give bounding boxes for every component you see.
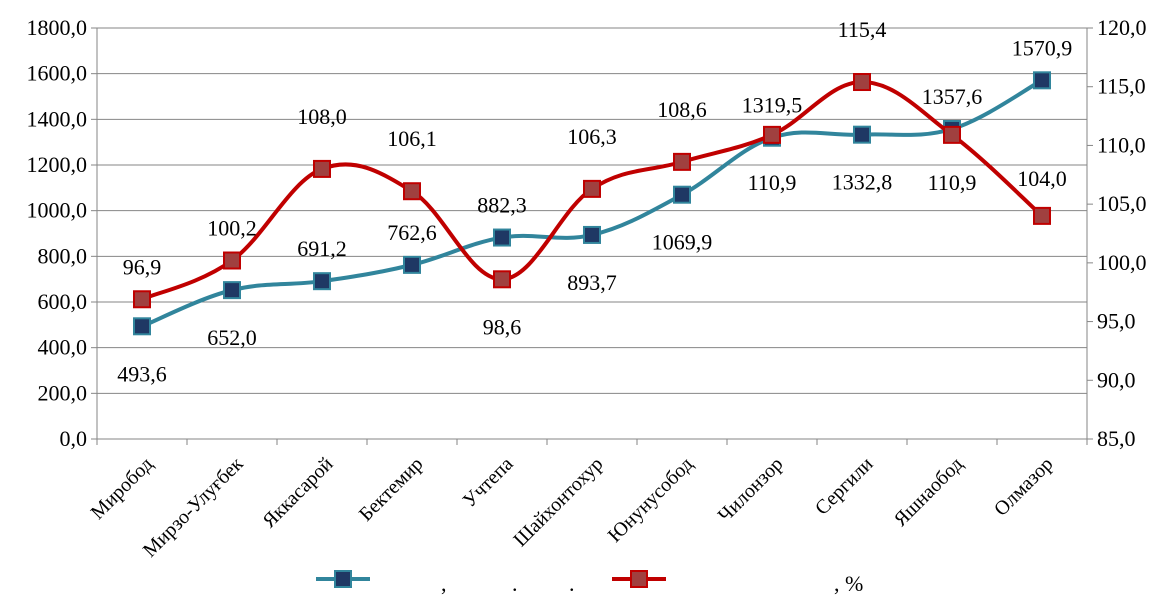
legend-text: , %: [834, 571, 863, 596]
data-labels: 493,6 652,0 691,2 762,6 882,3 893,7 1069,9 1319…: [117, 17, 1072, 386]
legend-text: .: [512, 571, 518, 596]
right-tick-label: 95,0: [1097, 309, 1136, 334]
legend: ,.. , %: [316, 570, 863, 596]
series-2-data-label: 110,9: [928, 170, 977, 195]
axes: [91, 27, 1093, 445]
series-2-point: [943, 125, 961, 144]
series-1-data-label: 1069,9: [652, 230, 713, 255]
series-1-point: [313, 272, 331, 291]
series-1-point: [133, 317, 151, 336]
series-2-point: [853, 73, 871, 92]
category-label: Олмазор: [990, 453, 1058, 521]
category-label: Яшнаобод: [890, 453, 968, 531]
series-2-point: [1033, 206, 1051, 225]
series-2-point: [583, 179, 601, 198]
series-2-data-label: 100,2: [207, 216, 257, 241]
left-tick-label: 0,0: [60, 426, 88, 451]
left-tick-label: 200,0: [38, 380, 88, 405]
category-label: Миробод: [87, 453, 158, 524]
left-tick-label: 1400,0: [27, 106, 88, 131]
legend-marker-series-2: [630, 570, 648, 588]
series-1-data-label: 1570,9: [1012, 35, 1073, 60]
left-tick-label: 1000,0: [27, 198, 88, 223]
series-1-data-label: 893,7: [567, 270, 617, 295]
right-tick-label: 90,0: [1097, 367, 1136, 392]
right-tick-label: 120,0: [1097, 15, 1147, 40]
category-label: Учтепа: [459, 453, 518, 512]
series-2-point: [313, 159, 331, 178]
series-2-point: [493, 270, 511, 289]
series-2-point: [133, 290, 151, 309]
series-2-point: [673, 152, 691, 171]
left-tick-label: 800,0: [38, 243, 88, 268]
gridlines: [97, 27, 1087, 440]
legend-marker-series-1: [334, 570, 352, 588]
series-1-data-label: 882,3: [477, 193, 527, 218]
right-tick-label: 100,0: [1097, 250, 1147, 275]
left-tick-label: 400,0: [38, 335, 88, 360]
series-1-point: [1033, 71, 1051, 90]
category-label: Юнунусобод: [604, 453, 698, 547]
right-axis-ticks: 85,0 90,0 95,0 100,0 105,0 110,0 115,0 120,0: [1097, 15, 1147, 451]
category-label: Шайхонтохур: [509, 453, 607, 551]
left-tick-label: 1600,0: [27, 61, 88, 86]
category-label: Бектемир: [355, 453, 428, 526]
series-2-data-label: 108,6: [657, 97, 707, 122]
series-1-point: [493, 228, 511, 247]
left-tick-label: 1800,0: [27, 15, 88, 40]
left-tick-label: 600,0: [38, 289, 88, 314]
series-2-point: [223, 251, 241, 270]
series-1-point: [853, 125, 871, 144]
series-2-point: [403, 182, 421, 201]
series-2-data-label: 115,4: [838, 17, 887, 42]
series-1-point: [403, 255, 421, 274]
series-1-data-label: 1357,6: [922, 84, 983, 109]
series-1-data-label: 652,0: [207, 325, 257, 350]
left-tick-label: 1200,0: [27, 152, 88, 177]
series-group: [133, 71, 1051, 336]
category-label: Яккасарой: [258, 453, 337, 532]
series-1-point: [673, 185, 691, 204]
series-2-point: [763, 125, 781, 144]
series-1-data-label: 691,2: [297, 236, 347, 261]
right-tick-label: 110,0: [1097, 132, 1146, 157]
legend-text: .: [569, 571, 575, 596]
series-2-data-label: 106,3: [567, 124, 617, 149]
series-2-data-label: 96,9: [123, 254, 162, 279]
left-axis-ticks: 0,0 200,0 400,0 600,0 800,0 1000,0 1200,0 1400,…: [27, 15, 88, 451]
series-1-data-label: 493,6: [117, 361, 167, 386]
series-2-data-label: 104,0: [1017, 166, 1067, 191]
series-2-data-label: 108,0: [297, 104, 347, 129]
category-label: Сергили: [811, 453, 878, 520]
series-2-data-label: 98,6: [483, 314, 522, 339]
series-1-point: [223, 281, 241, 300]
legend-text: ,: [441, 571, 447, 596]
right-tick-label: 85,0: [1097, 426, 1136, 451]
series-1-data-label: 762,6: [387, 220, 437, 245]
series-2-data-label: 110,9: [748, 170, 797, 195]
series-2-data-label: 106,1: [387, 126, 437, 151]
right-tick-label: 115,0: [1097, 74, 1146, 99]
series-1-data-label: 1332,8: [832, 170, 893, 195]
series-1-point: [583, 225, 601, 244]
right-tick-label: 105,0: [1097, 191, 1147, 216]
series-1-data-label: 1319,5: [742, 93, 803, 118]
category-label: Чилонзор: [714, 453, 788, 527]
